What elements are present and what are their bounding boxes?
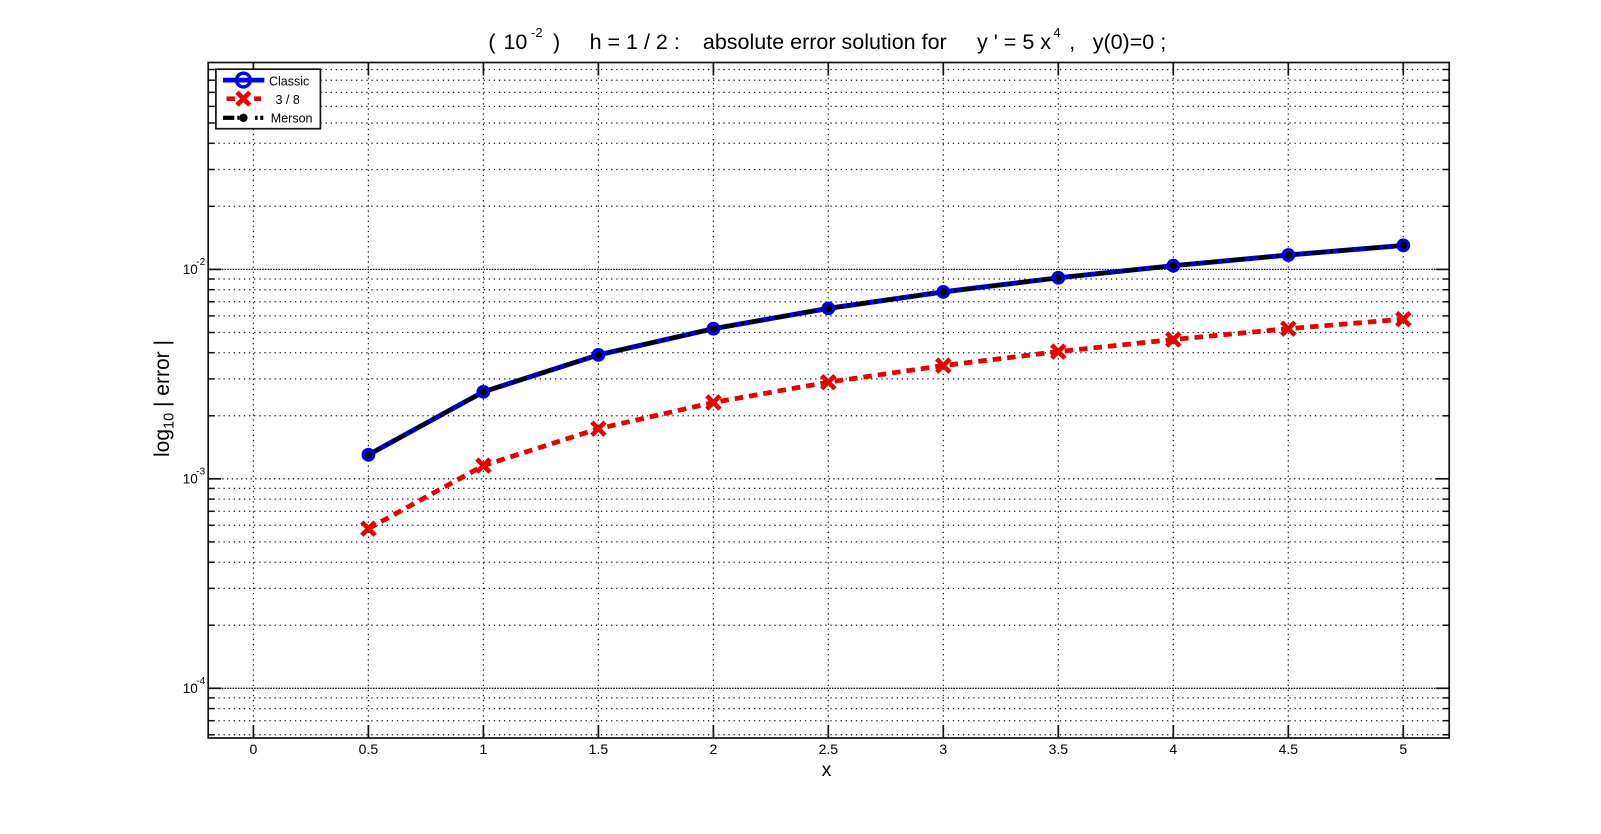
- svg-text:absolute error solution for: absolute error solution for: [703, 30, 947, 54]
- svg-text:Merson: Merson: [271, 112, 313, 126]
- svg-text:10: 10: [183, 472, 198, 487]
- svg-text:Classic: Classic: [269, 74, 309, 88]
- svg-text:4: 4: [1169, 741, 1177, 757]
- svg-text:-3: -3: [196, 466, 205, 477]
- svg-text:): ): [553, 30, 560, 54]
- svg-text:y(0)=0 ;: y(0)=0 ;: [1093, 30, 1167, 54]
- svg-text:1.5: 1.5: [589, 741, 609, 757]
- svg-text:x: x: [822, 759, 832, 781]
- svg-text:-4: -4: [196, 676, 205, 687]
- svg-text:log10 | error |: log10 | error |: [151, 340, 178, 457]
- svg-text:,: ,: [1069, 30, 1075, 54]
- svg-text:10: 10: [183, 262, 198, 277]
- svg-text:2: 2: [710, 741, 718, 757]
- svg-text:(: (: [488, 30, 496, 54]
- svg-text:5: 5: [1399, 741, 1407, 757]
- svg-text:3 / 8: 3 / 8: [276, 93, 300, 107]
- svg-text:10: 10: [183, 681, 198, 696]
- svg-text:3: 3: [939, 741, 947, 757]
- svg-text:-2: -2: [531, 25, 543, 40]
- svg-text:1: 1: [480, 741, 488, 757]
- svg-text:0.5: 0.5: [359, 741, 379, 757]
- svg-text:10: 10: [503, 30, 527, 54]
- svg-text:y ' = 5 x: y ' = 5 x: [977, 30, 1051, 54]
- svg-text:0: 0: [250, 741, 258, 757]
- svg-text:h = 1 / 2 :: h = 1 / 2 :: [590, 30, 680, 54]
- svg-text:3.5: 3.5: [1049, 741, 1069, 757]
- svg-text:2.5: 2.5: [819, 741, 839, 757]
- svg-text:-2: -2: [196, 257, 205, 268]
- svg-text:4.5: 4.5: [1279, 741, 1299, 757]
- svg-text:4: 4: [1053, 25, 1060, 40]
